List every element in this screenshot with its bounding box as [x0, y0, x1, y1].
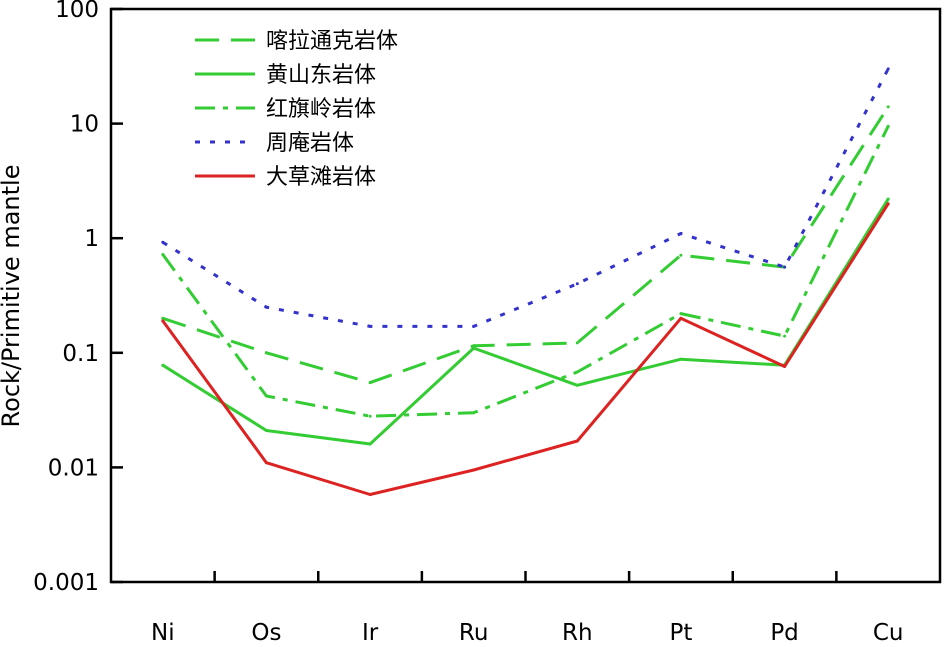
data-point	[472, 411, 476, 415]
y-tick-label: 1	[84, 226, 99, 252]
data-point	[575, 370, 579, 374]
x-tick-label: Cu	[873, 620, 904, 643]
series-line-5	[161, 202, 890, 496]
legend-label-3: 红旗岭岩体	[266, 97, 376, 122]
data-point	[161, 316, 165, 320]
data-point	[161, 253, 165, 256]
data-point	[368, 381, 372, 385]
x-tick-label: Pd	[770, 620, 798, 643]
data-point	[264, 394, 268, 398]
x-tick-label: Rh	[562, 620, 593, 643]
y-tick-label: 100	[55, 0, 99, 23]
x-tick-label: Ru	[459, 620, 489, 643]
data-point	[575, 439, 579, 443]
data-point	[472, 346, 476, 350]
data-point	[575, 282, 579, 286]
y-tick-label: 0.01	[48, 455, 99, 481]
x-tick-label: Ir	[362, 620, 379, 643]
data-point	[886, 202, 890, 206]
series-line-2	[162, 198, 890, 446]
data-point	[161, 319, 165, 323]
axes-layer: 100 10 1 0.1 0.01 0.001 Ni Os Ir Ru Rh Pt Pd Cu	[33, 0, 904, 646]
data-point	[368, 414, 372, 418]
series-line-1	[162, 106, 890, 385]
data-point	[472, 344, 476, 348]
data-point	[886, 105, 890, 109]
data-point	[264, 429, 268, 432]
legend-label-4: 周庵岩体	[266, 131, 354, 156]
data-point	[886, 67, 890, 71]
data-point	[368, 493, 372, 496]
legend-label-5: 大草滩岩体	[266, 165, 376, 190]
data-point	[264, 305, 268, 309]
data-point	[679, 253, 683, 257]
data-point	[575, 341, 579, 345]
x-tick-label: Pt	[669, 620, 692, 643]
y-axis-label: Rock/Primitive mantle	[0, 165, 25, 428]
data-point	[783, 265, 787, 269]
data-point	[264, 351, 268, 355]
legend-label-2: 黄山东岩体	[266, 63, 376, 88]
series-line-3	[161, 125, 890, 418]
data-point	[368, 442, 372, 446]
data-point	[679, 312, 683, 316]
data-point	[679, 232, 683, 235]
data-point	[161, 363, 165, 367]
data-point	[886, 197, 890, 201]
y-tick-label: 10	[70, 112, 99, 138]
data-point	[679, 316, 683, 320]
data-point	[679, 357, 683, 361]
data-point	[783, 365, 787, 368]
series-layer	[161, 67, 890, 496]
data-point	[472, 324, 476, 328]
data-point	[575, 383, 579, 387]
legend-label-1: 喀拉通克岩体	[266, 29, 398, 54]
data-point	[472, 468, 476, 472]
y-tick-label: 0.001	[33, 570, 99, 596]
y-tick-label: 0.1	[62, 341, 99, 367]
data-point	[264, 461, 268, 465]
data-point	[783, 334, 787, 338]
data-point	[161, 240, 165, 244]
data-point	[368, 324, 372, 328]
plot-frame	[109, 7, 942, 584]
series-line-4	[162, 68, 890, 328]
x-tick-label: Os	[251, 620, 281, 643]
x-tick-label: Ni	[151, 620, 175, 643]
data-point	[886, 124, 890, 128]
